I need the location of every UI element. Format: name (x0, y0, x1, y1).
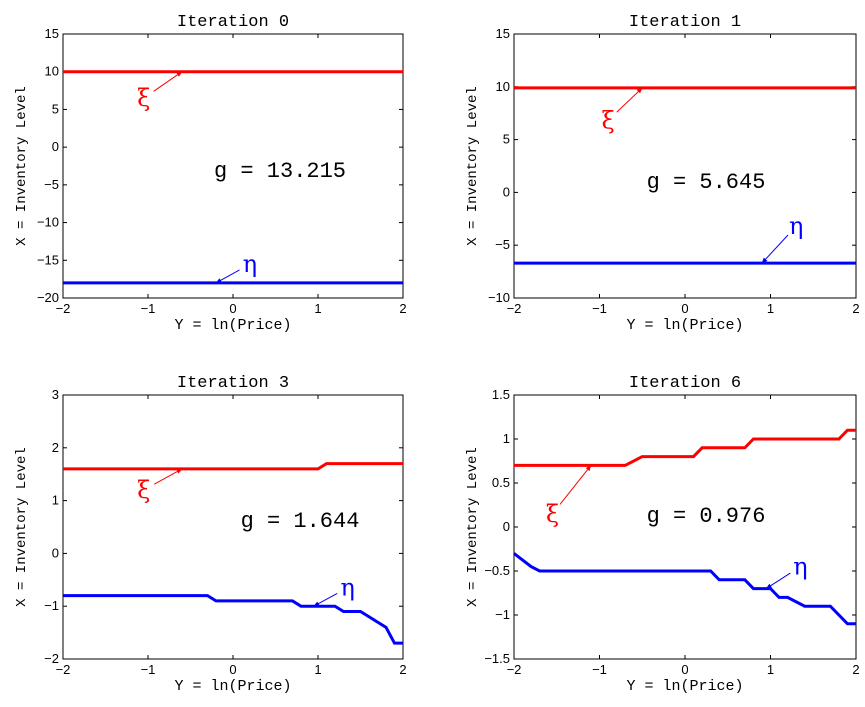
g-value-annotation: g = 5.645 (647, 170, 766, 195)
chart-title: Iteration 1 (629, 13, 741, 32)
series-label: ξ (601, 107, 614, 135)
y-tick-label: 2 (52, 440, 59, 455)
y-tick-label: 0 (52, 545, 59, 560)
x-tick-label: −1 (141, 301, 156, 316)
series-annotation-arrow (215, 269, 240, 284)
y-tick-label: 15 (45, 26, 59, 41)
x-axis-label: Y = ln(Price) (626, 678, 743, 695)
y-tick-label: 0 (503, 519, 510, 534)
g-value-annotation: g = 1.644 (241, 509, 360, 534)
series-annotation-arrow (765, 572, 791, 590)
x-tick-label: 0 (229, 301, 236, 316)
series-label: ξ (137, 476, 150, 504)
series-label: η (341, 574, 355, 602)
y-tick-label: 3 (52, 387, 59, 402)
chart-panel-3: −2 −1 0 1 2 −1.5 −1 −0.5 0 0.5 1 1.5 Iteration 6 Y = … (465, 374, 860, 695)
y-tick-label: −1.5 (484, 651, 510, 666)
y-tick-label: 0.5 (492, 475, 510, 490)
x-tick-label: −2 (507, 662, 522, 677)
series-line-eta (513, 552, 856, 626)
x-axis-label: Y = ln(Price) (174, 678, 291, 695)
x-axis-label: Y = ln(Price) (626, 317, 743, 334)
chart-panel-2: −2 −1 0 1 2 −2 −1 0 1 2 3 Iteration 3 Y = ln(Price) X… (14, 374, 407, 695)
y-tick-label: −0.5 (484, 563, 510, 578)
series-label: η (243, 250, 257, 278)
x-tick-label: 1 (767, 662, 774, 677)
y-tick-label: −1 (495, 607, 510, 622)
x-tick-label: 2 (399, 662, 406, 677)
g-value-annotation: g = 13.215 (214, 159, 346, 184)
series-annotation-arrow (153, 71, 183, 92)
y-tick-label: 10 (496, 79, 510, 94)
y-tick-label: 0 (503, 184, 510, 199)
series-annotation-arrow (154, 468, 183, 485)
y-tick-label: −2 (44, 651, 59, 666)
x-tick-label: 0 (681, 662, 688, 677)
x-tick-label: −1 (141, 662, 156, 677)
y-axis-label: X = Inventory Level (465, 447, 481, 607)
y-axis-label: X = Inventory Level (14, 86, 30, 246)
y-tick-label: 0 (52, 139, 59, 154)
x-tick-label: 0 (681, 301, 688, 316)
series-annotation-arrow (616, 87, 643, 113)
x-tick-label: 2 (852, 301, 859, 316)
y-tick-label: −1 (44, 598, 59, 613)
x-tick-label: −2 (56, 662, 71, 677)
x-tick-label: −1 (592, 662, 607, 677)
x-tick-label: 2 (399, 301, 406, 316)
series-annotation-arrow (761, 234, 789, 264)
y-axis-label: X = Inventory Level (14, 447, 30, 607)
chart-title: Iteration 6 (629, 374, 741, 393)
y-tick-label: 5 (503, 132, 510, 147)
x-tick-label: 2 (852, 662, 859, 677)
y-tick-label: −5 (495, 237, 510, 252)
x-tick-label: 1 (314, 662, 321, 677)
x-tick-label: −1 (592, 301, 607, 316)
series-annotation-arrow (559, 464, 592, 505)
y-tick-label: 1.5 (492, 387, 510, 402)
x-tick-label: 1 (314, 301, 321, 316)
chart-title: Iteration 3 (177, 374, 289, 393)
y-tick-label: 1 (52, 493, 59, 508)
y-tick-label: −10 (37, 215, 59, 230)
y-tick-label: 15 (496, 26, 510, 41)
x-axis-label: Y = ln(Price) (174, 317, 291, 334)
y-axis-label: X = Inventory Level (465, 86, 481, 246)
y-tick-label: −5 (44, 177, 59, 192)
y-tick-label: 5 (52, 101, 59, 116)
y-tick-label: 1 (503, 431, 510, 446)
series-label: ξ (137, 84, 150, 112)
series-label: η (793, 553, 807, 581)
x-tick-label: 1 (767, 301, 774, 316)
series-line-xi (514, 428, 856, 467)
y-tick-label: 10 (45, 64, 59, 79)
x-tick-label: −2 (507, 301, 522, 316)
y-tick-label: −10 (488, 290, 510, 305)
chart-title: Iteration 0 (177, 13, 289, 32)
series-line-xi (63, 462, 403, 471)
y-tick-label: −20 (37, 290, 59, 305)
y-tick-label: −15 (37, 252, 59, 267)
series-line-eta (63, 594, 403, 645)
x-tick-label: 0 (229, 662, 236, 677)
plot-frame (513, 33, 857, 299)
g-value-annotation: g = 0.976 (647, 504, 766, 529)
series-annotation-arrow (313, 593, 338, 607)
x-tick-label: −2 (56, 301, 71, 316)
series-label: η (789, 212, 803, 240)
series-label: ξ (546, 500, 559, 528)
